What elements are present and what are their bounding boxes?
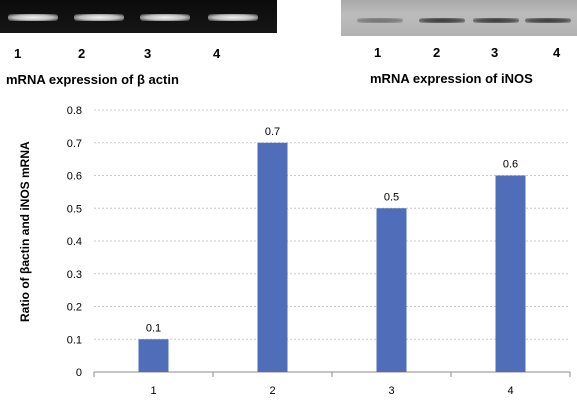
bar xyxy=(138,339,169,372)
bars xyxy=(138,142,526,372)
inos-band-lane-3 xyxy=(473,18,519,23)
y-tick-label: 0 xyxy=(76,367,82,379)
beta-actin-gel-image xyxy=(0,0,277,33)
y-tick-label: 0.6 xyxy=(67,171,82,183)
y-tick-label: 0.2 xyxy=(67,302,82,314)
y-tick-label: 0.5 xyxy=(67,203,82,215)
data-label: 0.7 xyxy=(265,126,280,138)
actin-lane-label-4: 4 xyxy=(213,46,221,61)
actin-band-lane-4 xyxy=(208,14,258,21)
y-tick-label: 0.4 xyxy=(67,236,82,248)
data-label: 0.5 xyxy=(384,191,399,203)
inos-caption: mRNA expression of iNOS xyxy=(370,71,533,86)
bar xyxy=(257,142,288,372)
y-tick-label: 0.1 xyxy=(67,334,82,346)
y-tick-label: 0.3 xyxy=(67,269,82,281)
bar xyxy=(495,175,526,372)
inos-band-lane-1 xyxy=(357,18,403,23)
x-axis-ticks: 1 2 3 4 xyxy=(93,372,571,397)
data-label: 0.1 xyxy=(146,322,161,334)
inos-band-lane-4 xyxy=(525,18,571,23)
y-tick-label: 0.7 xyxy=(67,138,82,150)
inos-gel-image xyxy=(341,0,577,36)
bar xyxy=(376,208,407,372)
x-tick-label: 1 xyxy=(150,385,156,397)
gridlines xyxy=(94,109,570,373)
inos-band-lane-2 xyxy=(419,18,465,23)
actin-caption: mRNA expression of β actin xyxy=(6,72,179,87)
data-label: 0.6 xyxy=(503,159,518,171)
x-tick-label: 2 xyxy=(269,385,275,397)
x-tick-label: 4 xyxy=(507,385,513,397)
y-axis-ticks: 0 0.1 0.2 0.3 0.4 0.5 0.6 0.7 0.8 xyxy=(67,105,82,379)
actin-band-lane-3 xyxy=(140,14,190,21)
actin-lane-label-3: 3 xyxy=(144,46,152,61)
inos-lane-label-2: 2 xyxy=(433,45,441,60)
inos-lane-label-3: 3 xyxy=(491,45,499,60)
inos-lane-label-4: 4 xyxy=(553,45,561,60)
actin-band-lane-2 xyxy=(74,14,124,21)
data-labels: 0.1 0.7 0.5 0.6 xyxy=(146,126,518,335)
actin-lane-label-2: 2 xyxy=(78,46,86,61)
actin-lane-label-1: 1 xyxy=(14,46,22,61)
x-tick-label: 3 xyxy=(388,385,394,397)
actin-band-lane-1 xyxy=(8,14,58,21)
inos-lane-label-1: 1 xyxy=(374,45,382,60)
y-tick-label: 0.8 xyxy=(67,105,82,117)
